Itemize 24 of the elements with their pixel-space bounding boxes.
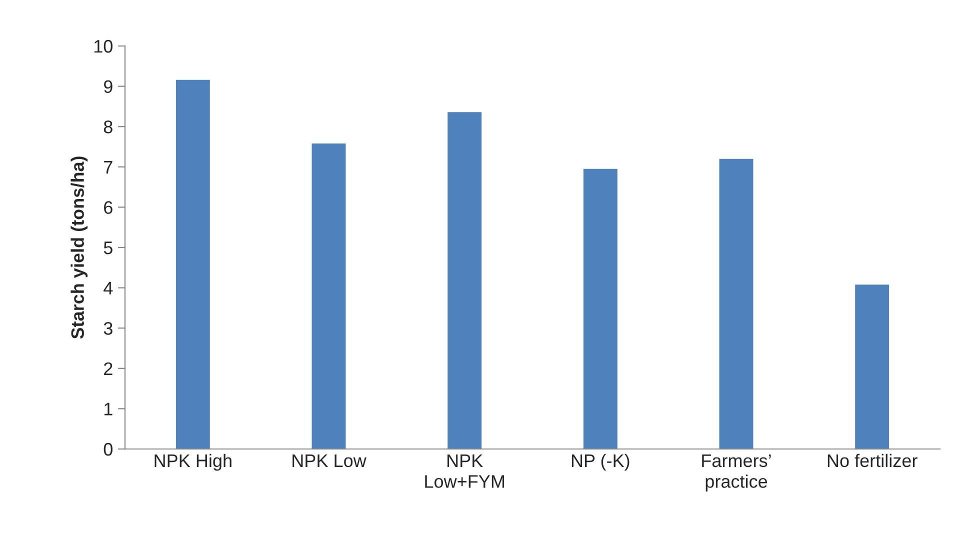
y-tick-label: 4 [104, 282, 113, 294]
x-tick-label: NPK Low [292, 454, 366, 468]
bar [719, 158, 754, 449]
y-tick-label: 8 [104, 120, 112, 134]
bar [448, 112, 482, 449]
x-tick-label: Farmers’ practice [702, 454, 771, 492]
y-tick-label: 3 [104, 322, 112, 335]
bar [583, 168, 618, 449]
x-tick-label: NP (-K) [572, 454, 630, 471]
y-tick-label: 1 [104, 402, 112, 416]
bar [312, 144, 346, 449]
y-axis-title: Starch yield (tons/ha) [70, 156, 88, 339]
y-tick-label: 2 [104, 362, 112, 375]
bar [176, 80, 210, 449]
y-tick-label: 7 [104, 161, 112, 174]
bar [855, 284, 890, 449]
y-tick-label: 10 [94, 40, 112, 53]
y-tick-label: 6 [104, 201, 112, 214]
x-tick-label: NPK Low+FYM [425, 454, 504, 488]
x-tick-label: NPK High [154, 454, 232, 471]
y-tick-label: 0 [104, 442, 112, 456]
y-tick-label: 9 [104, 80, 112, 94]
y-tick-label: 5 [104, 242, 112, 254]
x-tick-label: No fertilizer [828, 454, 918, 468]
